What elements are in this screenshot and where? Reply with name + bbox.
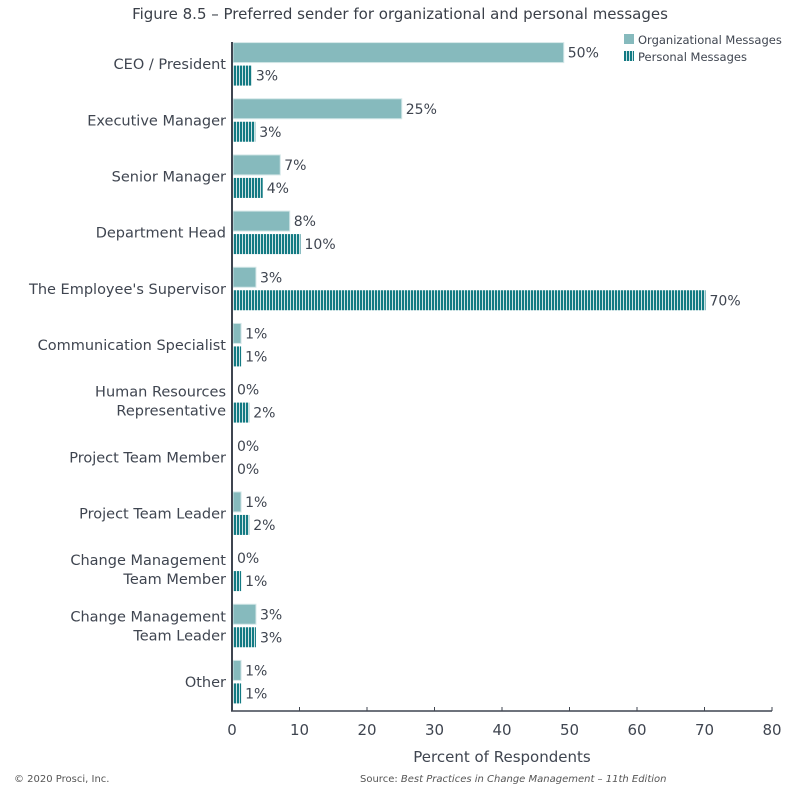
data-label-organizational: 50%: [568, 46, 599, 62]
data-label-organizational: 1%: [245, 663, 267, 679]
category-label-line: Executive Manager: [87, 113, 226, 129]
x-tick-label: 30: [425, 721, 444, 739]
category-label: Project Team Leader: [79, 506, 226, 522]
data-label-personal: 2%: [253, 518, 275, 534]
bar-personal: [233, 402, 250, 423]
category-label-line: Senior Manager: [112, 169, 226, 185]
category-label: Human Resources Representative: [95, 385, 226, 420]
source-prefix: Source:: [360, 774, 401, 785]
category-label: CEO / President: [114, 57, 227, 73]
bar-personal: [233, 571, 242, 592]
data-label-personal: 70%: [710, 293, 741, 309]
data-label-organizational: 1%: [245, 326, 267, 342]
x-tick-label: 60: [627, 721, 646, 739]
legend: Organizational Messages Personal Messages: [624, 33, 782, 64]
bar-organizational: [232, 98, 403, 120]
x-tick-label: 50: [560, 721, 579, 739]
category-label: Change Management Team Member: [70, 553, 226, 588]
data-label-personal: 3%: [259, 125, 281, 141]
bar-personal: [233, 234, 301, 255]
category-label-line: The Employee's Supervisor: [28, 282, 226, 298]
category-label-line: Communication Specialist: [38, 338, 227, 354]
bar-personal: [233, 346, 242, 367]
category-label: Communication Specialist: [38, 338, 227, 354]
x-tick-label: 70: [695, 721, 714, 739]
x-tick-label: 0: [227, 721, 237, 739]
copyright-text: © 2020 Prosci, Inc.: [14, 774, 110, 785]
bar-organizational: [232, 659, 242, 681]
source-text: Source: Best Practices in Change Managem…: [360, 774, 667, 785]
data-label-organizational: 3%: [260, 270, 282, 286]
source-title: Best Practices in Change Management – 11…: [400, 774, 667, 785]
data-label-organizational: 0%: [237, 551, 259, 567]
data-label-organizational: 0%: [237, 383, 259, 399]
bar-personal: [233, 121, 256, 142]
bar-personal: [233, 65, 252, 86]
bar-personal: [233, 627, 256, 648]
bar-personal: [233, 683, 242, 704]
data-label-personal: 0%: [237, 462, 259, 478]
axes: 0 10 20 30 40 50 60 70 80 Percent of Respondents: [227, 42, 782, 766]
data-label-organizational: 7%: [284, 158, 306, 174]
legend-swatch-personal: [624, 51, 634, 61]
category-label: Other: [185, 675, 226, 691]
category-label-line: Change Management: [70, 553, 226, 569]
category-labels: CEO / President Executive Manager Senior M…: [28, 57, 226, 691]
x-axis-title: Percent of Respondents: [413, 748, 591, 766]
data-label-personal: 2%: [253, 406, 275, 422]
bar-personal: [233, 177, 263, 198]
category-label-line: Team Member: [122, 572, 226, 588]
data-label-organizational: 8%: [294, 214, 316, 230]
legend-swatch-organizational: [624, 34, 634, 44]
bar-personal: [233, 290, 706, 311]
chart-title: Figure 8.5 – Preferred sender for organi…: [132, 5, 668, 23]
category-label: The Employee's Supervisor: [28, 282, 226, 298]
bar-organizational: [232, 266, 257, 288]
category-label: Executive Manager: [87, 113, 226, 129]
category-label: Senior Manager: [112, 169, 226, 185]
bar-organizational: [232, 322, 242, 344]
data-label-personal: 1%: [245, 574, 267, 590]
bars-group: 50% 3% 25% 3% 7% 4% 8% 10% 3% 70% 1% 1% 0% 2% 0% 0% 1% 2%…: [232, 42, 741, 704]
data-label-organizational: 1%: [245, 495, 267, 511]
bar-organizational: [232, 42, 565, 64]
x-tick-label: 40: [492, 721, 511, 739]
category-label-line: Team Leader: [132, 628, 226, 644]
x-tick-label: 80: [762, 721, 781, 739]
data-label-personal: 3%: [260, 630, 282, 646]
category-label-line: Representative: [116, 404, 226, 420]
category-label-line: CEO / President: [114, 57, 227, 73]
data-label-personal: 1%: [245, 686, 267, 702]
bar-organizational: [232, 491, 242, 513]
category-label-line: Project Team Member: [69, 450, 226, 466]
legend-label-personal: Personal Messages: [638, 50, 747, 64]
category-label-line: Other: [185, 675, 226, 691]
bar-organizational: [232, 210, 291, 232]
category-label-line: Department Head: [96, 226, 226, 242]
data-label-personal: 3%: [256, 69, 278, 85]
data-label-personal: 4%: [267, 181, 289, 197]
data-label-organizational: 3%: [260, 607, 282, 623]
data-label-organizational: 25%: [406, 102, 437, 118]
category-label: Project Team Member: [69, 450, 226, 466]
bar-organizational: [232, 154, 281, 176]
category-label-line: Project Team Leader: [79, 506, 226, 522]
bar-organizational: [232, 603, 257, 625]
x-tick-label: 10: [290, 721, 309, 739]
x-tick-label: 20: [357, 721, 376, 739]
data-label-organizational: 0%: [237, 439, 259, 455]
category-label: Change Management Team Leader: [70, 609, 226, 644]
legend-label-organizational: Organizational Messages: [638, 33, 782, 47]
bar-personal: [233, 514, 250, 535]
data-label-personal: 1%: [245, 349, 267, 365]
data-label-personal: 10%: [305, 237, 336, 253]
category-label-line: Human Resources: [95, 385, 226, 401]
category-label: Department Head: [96, 226, 226, 242]
category-label-line: Change Management: [70, 609, 226, 625]
